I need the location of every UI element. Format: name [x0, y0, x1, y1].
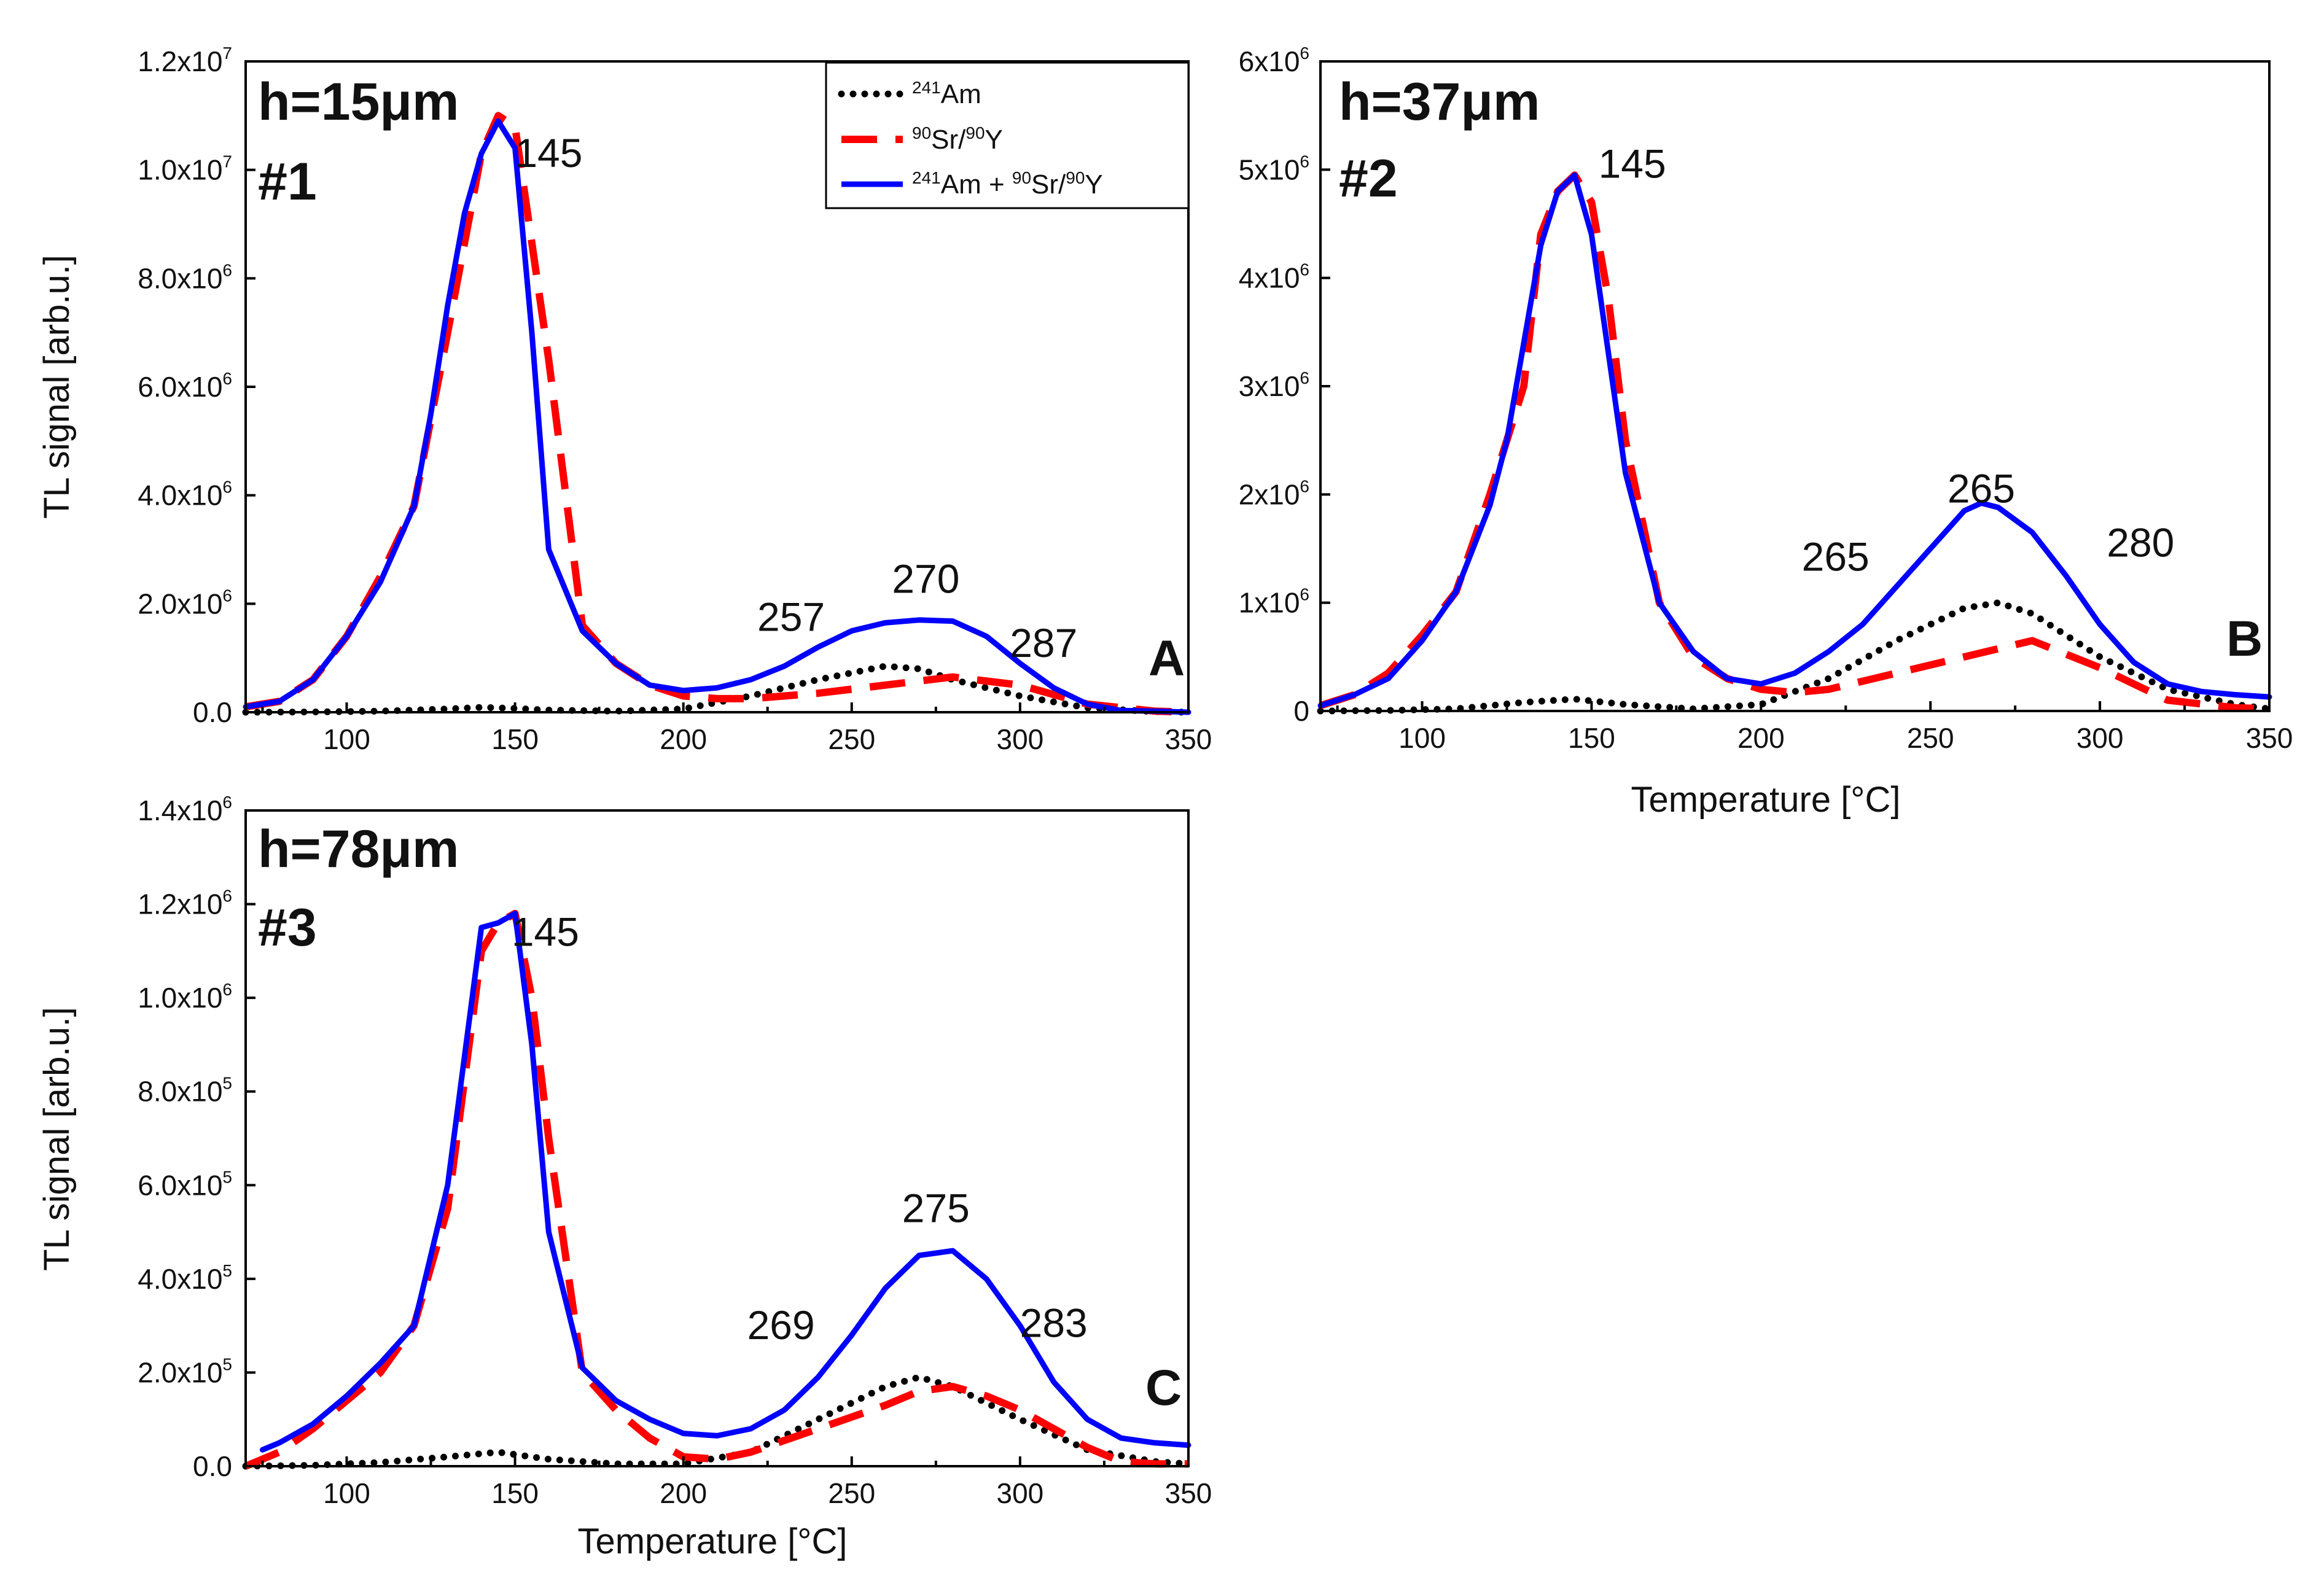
panel-c-y-tick-label: 8.0x105: [138, 1074, 232, 1108]
legend-sum-sup2: 90: [1012, 168, 1031, 187]
legend-label-am: 241Am: [912, 78, 981, 109]
panel-c-y-tick-label: 1.2x106: [138, 887, 232, 920]
panel-a-x-tick-label: 300: [997, 723, 1044, 755]
legend-sr-sup1: 90: [912, 123, 931, 142]
panel-c-peak-label: 283: [1020, 1300, 1088, 1345]
panel-a-peak-label: 270: [892, 556, 959, 602]
panel-b-y-tick-label: 1x106: [1239, 585, 1309, 619]
panel-a: 100 150 200 250 300 350 0.0 2.0x106 4.0x106 6.0x1…: [37, 44, 1212, 755]
legend-sum-text2: Sr/: [1031, 169, 1066, 200]
legend: 241Am 90Sr/90Y 241Am + 90Sr/90Y: [825, 61, 1190, 209]
panel-a-frame: [244, 60, 1190, 713]
panel-a-peak-label: 145: [515, 130, 582, 176]
legend-sum-text1: Am +: [941, 169, 1012, 200]
panel-b-peak-label: 265: [1948, 466, 2015, 511]
legend-sum-text3: Y: [1085, 169, 1102, 200]
panel-a-y-tick-label: 6.0x106: [138, 369, 232, 403]
panel-b-y-tick-label: 4x106: [1239, 260, 1309, 294]
panel-b-y-tick-label: 3x106: [1239, 368, 1309, 402]
panel-a-x-tick-label: 200: [660, 723, 707, 755]
panel-c-x-tick-label: 300: [997, 1477, 1044, 1509]
panel-c-thickness-label: h=78μm: [258, 820, 459, 879]
panel-b-y-tick-label: 2x106: [1239, 476, 1309, 510]
panel-b-peak-label: 265: [1802, 534, 1870, 580]
panel-b-peak-label: 280: [2107, 520, 2174, 565]
panel-b-x-tick-label: 200: [1737, 722, 1785, 754]
panel-c-peak-label: 269: [747, 1302, 815, 1348]
panel-a-y-tick-label: 0.0: [193, 696, 232, 728]
panel-b-series-2-line: [1317, 172, 2272, 709]
panel-a-x-tick-label: 150: [491, 723, 539, 755]
panel-a-series-2-line: [243, 118, 1191, 715]
panel-c-y-tick-label: 4.0x105: [138, 1261, 232, 1295]
panel-b-x-axis-label: Temperature [°C]: [1631, 780, 1900, 820]
panel-b-letter: B: [2226, 611, 2263, 667]
legend-am-sup1: 241: [912, 78, 941, 97]
panel-b-series-1-line: [1319, 171, 2270, 713]
panel-b-marks: 100 150 200 250 300 350 0 1x106 2x106 3x106 4x106 5…: [1239, 44, 2293, 754]
panel-b-x-tick-label: 100: [1398, 722, 1446, 754]
legend-sr-text1: Sr/: [931, 125, 966, 155]
panel-a-x-tick-label: 250: [828, 723, 875, 755]
panel-a-y-tick-label: 1.0x107: [138, 152, 232, 186]
legend-label-sr: 90Sr/90Y: [912, 123, 1003, 155]
panel-c-series-2-line: [259, 911, 1191, 1453]
panel-a-y-tick-label: 4.0x106: [138, 478, 232, 511]
panel-b-y-tick-label: 0: [1293, 695, 1309, 727]
panel-b-x-tick-label: 150: [1568, 722, 1615, 754]
panel-a-letter: A: [1148, 631, 1185, 686]
panel-a-y-tick-label: 8.0x106: [138, 260, 232, 294]
legend-am-text1: Am: [941, 79, 981, 109]
panel-b-x-tick-label: 250: [1907, 722, 1954, 754]
panel-b: 100 150 200 250 300 350 0 1x106 2x106 3x106 4x106 5…: [1239, 44, 2293, 820]
panel-c-x-tick-label: 200: [660, 1477, 707, 1509]
legend-sum-sup3: 90: [1066, 168, 1085, 187]
panel-b-x-tick-label: 350: [2246, 722, 2293, 754]
panel-b-series-0-line: [1317, 599, 2273, 715]
panel-c-sample-id: #3: [258, 898, 317, 957]
panel-c-y-tick-label: 6.0x105: [138, 1167, 232, 1201]
panel-c-marks: 100 150 200 250 300 350 0.0 2.0x105 4.0x105 6.0x1…: [138, 793, 1212, 1509]
panel-b-y-tick-label: 5x106: [1239, 152, 1309, 185]
panel-c-x-tick-label: 150: [491, 1477, 539, 1509]
panel-a-sample-id: #1: [258, 152, 317, 211]
panel-b-thickness-label: h=37μm: [1339, 72, 1540, 131]
panel-a-series-0-line: [242, 662, 1192, 716]
panel-a-peak-label: 257: [757, 594, 825, 639]
legend-sr-sup2: 90: [965, 123, 985, 142]
panel-c-series-0-line: [242, 1373, 1192, 1470]
legend-sr-text2: Y: [985, 125, 1003, 155]
panel-c-x-tick-label: 350: [1165, 1477, 1212, 1509]
panel-c-y-tick-label: 0.0: [193, 1450, 232, 1482]
panel-a-x-tick-label: 350: [1165, 723, 1212, 755]
panel-c: 100 150 200 250 300 350 0.0 2.0x105 4.0x105 6.0x1…: [37, 793, 1212, 1561]
panel-c-peak-label: 145: [512, 909, 579, 954]
panel-c-letter: C: [1145, 1360, 1182, 1416]
panel-c-y-axis-label: TL signal [arb.u.]: [37, 1007, 77, 1271]
panel-b-sample-id: #2: [1339, 149, 1398, 208]
panel-c-y-tick-label: 1.4x106: [138, 793, 232, 826]
panel-c-peak-label: 275: [902, 1185, 970, 1230]
panel-c-y-tick-label: 2.0x105: [138, 1354, 232, 1388]
panel-a-x-tick-label: 100: [323, 723, 370, 755]
panel-a-thickness-label: h=15μm: [258, 72, 459, 131]
panel-c-x-axis-label: Temperature [°C]: [577, 1521, 847, 1561]
panel-a-y-axis-label: TL signal [arb.u.]: [37, 255, 77, 519]
panel-a-marks: 100 150 200 250 300 350 0.0 2.0x106 4.0x106 6.0x1…: [138, 44, 1212, 755]
panel-a-y-tick-label: 2.0x106: [138, 586, 232, 620]
panel-c-x-tick-label: 100: [323, 1477, 370, 1509]
legend-label-sum: 241Am + 90Sr/90Y: [912, 168, 1103, 200]
legend-sum-sup1: 241: [912, 168, 941, 187]
panel-b-frame: [1319, 60, 2271, 712]
panel-a-peak-label: 287: [1010, 620, 1077, 666]
panel-b-peak-label: 145: [1599, 141, 1666, 187]
panel-a-y-tick-label: 1.2x107: [138, 44, 232, 77]
panel-b-y-tick-label: 6x106: [1239, 44, 1309, 77]
panel-c-x-tick-label: 250: [828, 1477, 875, 1509]
panel-c-series-1-line: [244, 909, 1188, 1470]
panel-c-y-tick-label: 1.0x106: [138, 980, 232, 1014]
panel-b-x-tick-label: 300: [2076, 722, 2124, 754]
panel-c-frame: [244, 809, 1190, 1467]
